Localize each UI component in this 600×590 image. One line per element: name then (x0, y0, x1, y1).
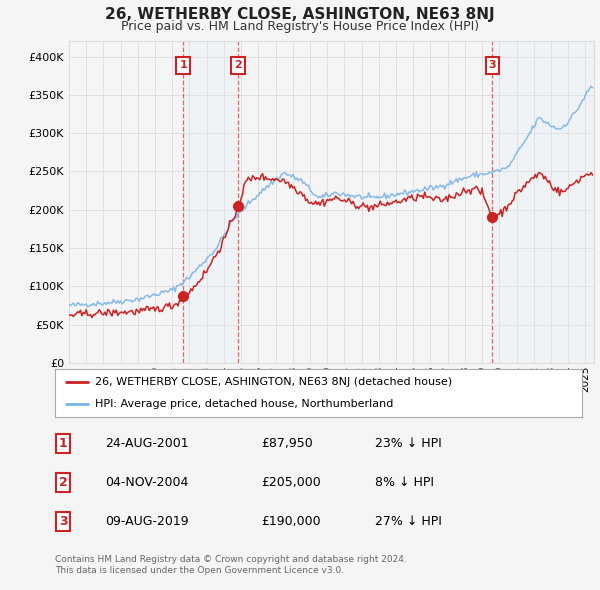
Text: 26, WETHERBY CLOSE, ASHINGTON, NE63 8NJ (detached house): 26, WETHERBY CLOSE, ASHINGTON, NE63 8NJ … (95, 377, 452, 387)
Text: 27% ↓ HPI: 27% ↓ HPI (375, 515, 442, 528)
Text: 2: 2 (235, 60, 242, 70)
Text: 1: 1 (179, 60, 187, 70)
Text: 3: 3 (488, 60, 496, 70)
Text: 23% ↓ HPI: 23% ↓ HPI (375, 437, 442, 450)
Text: This data is licensed under the Open Government Licence v3.0.: This data is licensed under the Open Gov… (55, 566, 344, 575)
Text: HPI: Average price, detached house, Northumberland: HPI: Average price, detached house, Nort… (95, 399, 393, 409)
Text: 24-AUG-2001: 24-AUG-2001 (105, 437, 188, 450)
Text: £87,950: £87,950 (261, 437, 313, 450)
Text: 8% ↓ HPI: 8% ↓ HPI (375, 476, 434, 489)
Text: 09-AUG-2019: 09-AUG-2019 (105, 515, 188, 528)
Bar (184, 41, 238, 363)
Text: 2: 2 (59, 476, 67, 489)
Text: Price paid vs. HM Land Registry's House Price Index (HPI): Price paid vs. HM Land Registry's House … (121, 20, 479, 33)
Bar (493, 41, 594, 363)
Text: 1: 1 (59, 437, 67, 450)
Text: £205,000: £205,000 (261, 476, 321, 489)
Text: 26, WETHERBY CLOSE, ASHINGTON, NE63 8NJ: 26, WETHERBY CLOSE, ASHINGTON, NE63 8NJ (105, 7, 495, 22)
Text: £190,000: £190,000 (261, 515, 320, 528)
Text: 3: 3 (59, 515, 67, 528)
Text: 04-NOV-2004: 04-NOV-2004 (105, 476, 188, 489)
Text: Contains HM Land Registry data © Crown copyright and database right 2024.: Contains HM Land Registry data © Crown c… (55, 555, 407, 563)
